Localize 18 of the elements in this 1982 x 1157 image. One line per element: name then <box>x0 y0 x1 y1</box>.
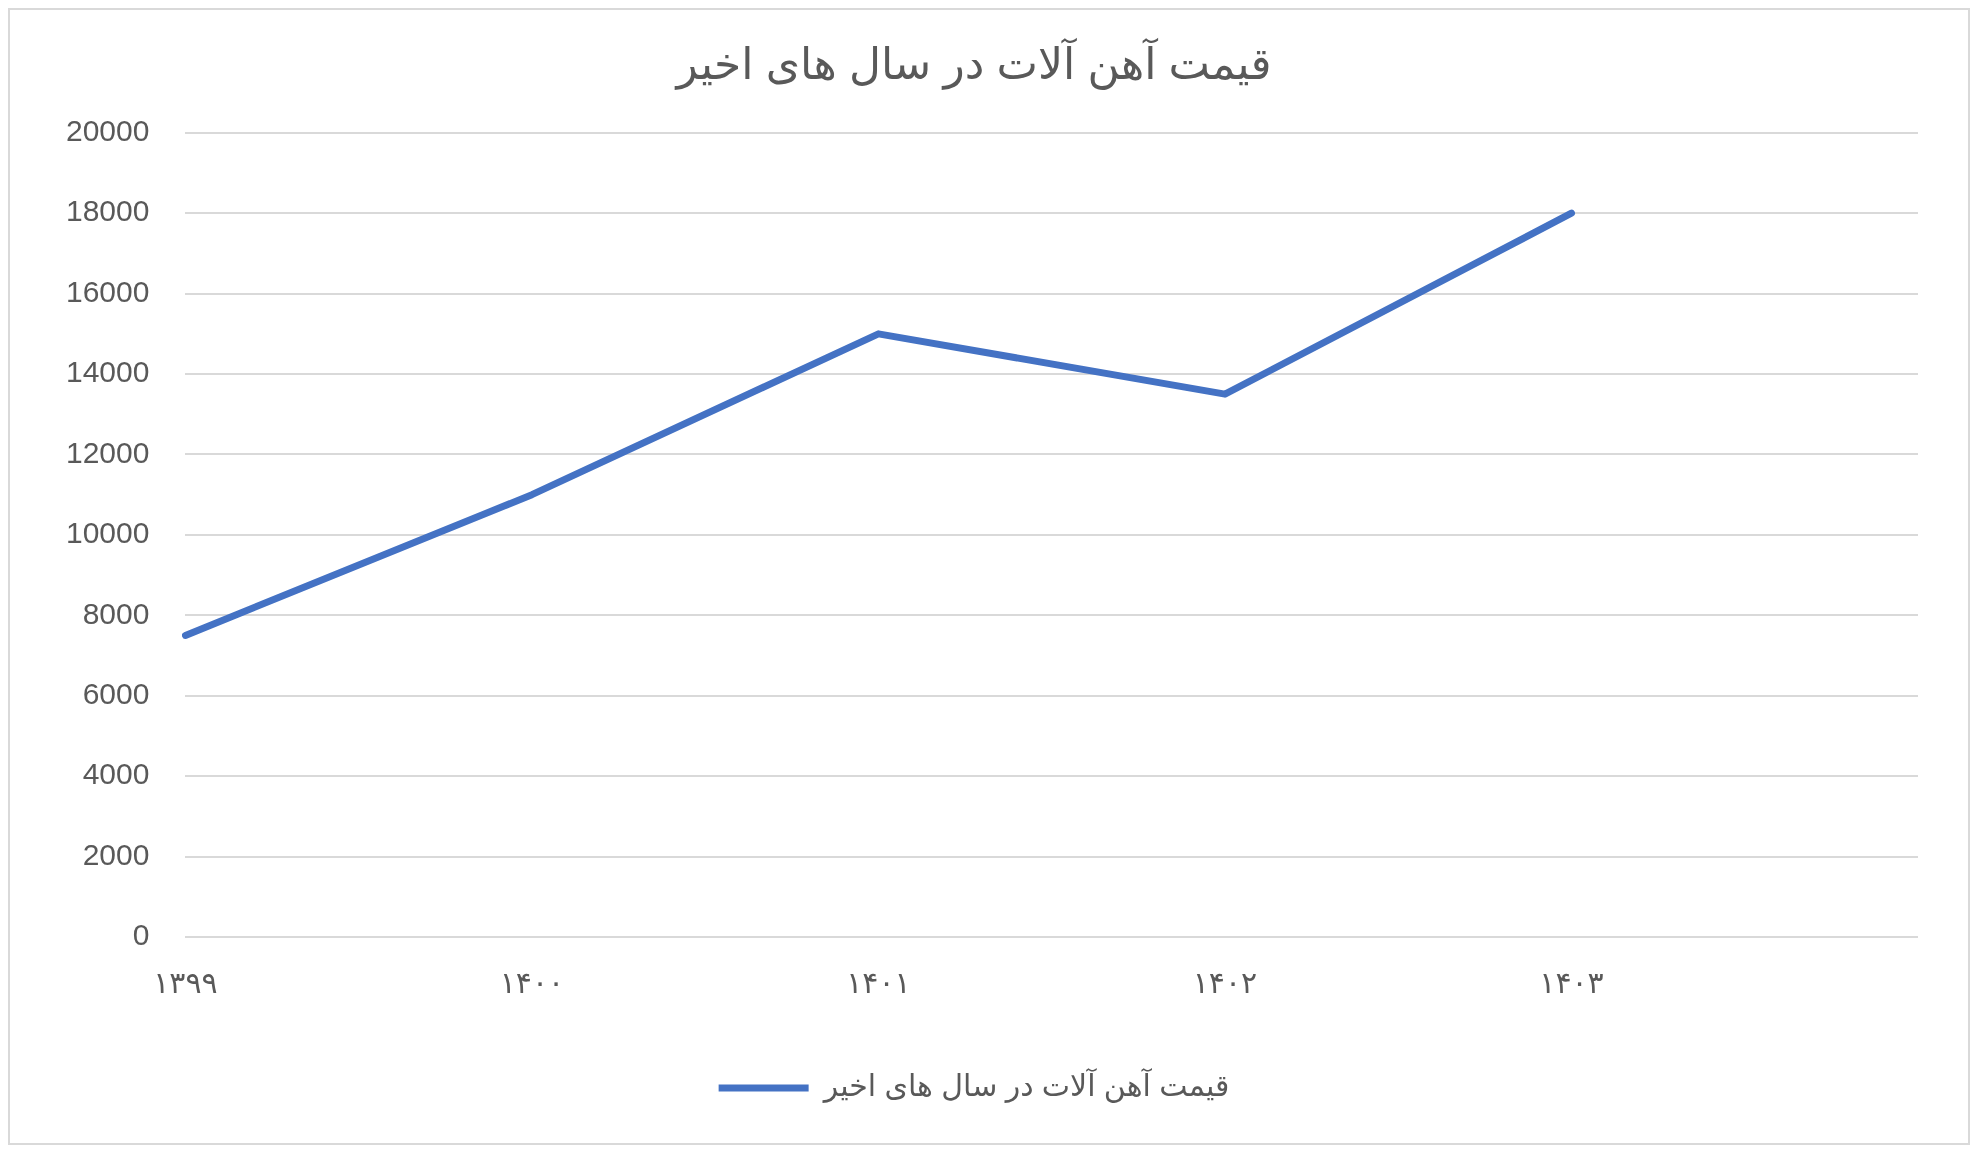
x-tick-label: ۱۴۰۰ <box>499 966 565 1000</box>
x-tick-label: ۱۴۰۱ <box>846 966 911 1000</box>
y-tick-label: 0 <box>132 918 150 952</box>
y-tick-label: 12000 <box>65 435 150 469</box>
y-tick-label: 4000 <box>82 757 150 791</box>
x-tick-label: ۱۴۰۳ <box>1539 966 1604 1000</box>
x-tick-label: ۱۴۰۲ <box>1192 966 1258 1000</box>
y-tick-label: 2000 <box>82 837 150 871</box>
y-tick-label: 10000 <box>65 516 150 550</box>
y-tick-label: 6000 <box>82 677 150 711</box>
chart-title: قیمت آهن آلات در سال های اخیر <box>674 36 1272 90</box>
y-tick-label: 8000 <box>82 596 150 630</box>
y-tick-label: 14000 <box>65 355 150 389</box>
x-tick-label: ۱۳۹۹ <box>153 966 218 1000</box>
legend-label: قیمت آهن آلات در سال های اخیر <box>821 1068 1230 1104</box>
y-tick-label: 20000 <box>65 114 150 148</box>
y-tick-label: 18000 <box>65 194 150 228</box>
y-tick-label: 16000 <box>65 274 150 308</box>
